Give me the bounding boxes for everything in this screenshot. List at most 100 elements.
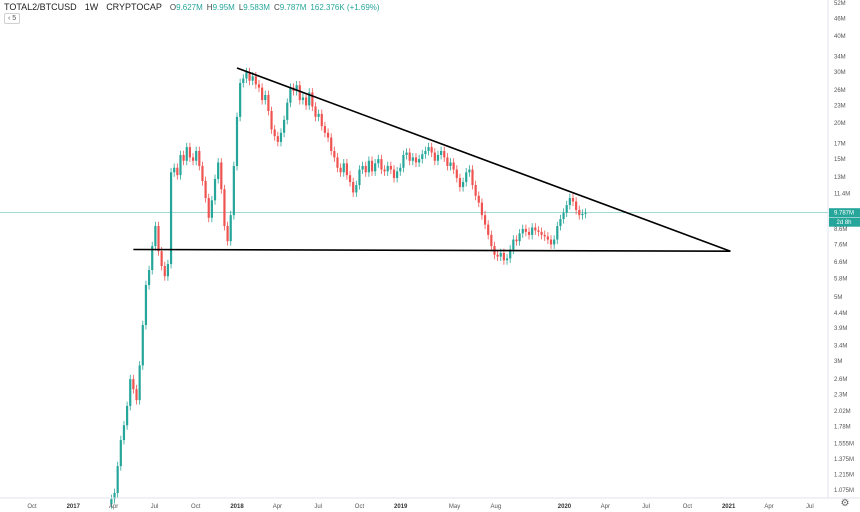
candle-body bbox=[169, 172, 173, 265]
candle-body bbox=[235, 116, 239, 166]
close-value: 9.787M bbox=[279, 2, 307, 12]
candle-body bbox=[154, 226, 157, 247]
price-tag: 9.787M 2d 8h bbox=[829, 208, 860, 227]
candle-body bbox=[261, 87, 264, 101]
x-tick-label: Jul bbox=[642, 504, 650, 510]
candle-body bbox=[273, 129, 276, 137]
candle-body bbox=[223, 189, 226, 227]
candle-body bbox=[518, 233, 521, 242]
candle-body bbox=[458, 178, 462, 188]
price-axis[interactable]: 1.075M 1.215M 1.375M 1.555M 1.78M 2.02M 2.3M 2.… bbox=[834, 1, 854, 494]
candle-body bbox=[125, 405, 129, 426]
candle-body bbox=[364, 165, 367, 173]
candle-body bbox=[163, 266, 166, 277]
y-tick-label: 2.3M bbox=[834, 393, 847, 399]
candle-body bbox=[361, 165, 364, 170]
candle-body bbox=[537, 230, 540, 232]
y-tick-label: 30M bbox=[834, 70, 846, 76]
candle-body bbox=[521, 228, 524, 234]
candle-body bbox=[389, 165, 392, 170]
symbol-name[interactable]: TOTAL2/BTCUSD bbox=[4, 2, 77, 12]
candle-body bbox=[455, 169, 458, 179]
y-tick-label: 23M bbox=[834, 103, 846, 109]
x-tick-label: 2021 bbox=[722, 504, 736, 510]
candle-body bbox=[254, 76, 257, 85]
candle-body bbox=[132, 379, 135, 390]
candle-body bbox=[446, 157, 449, 166]
candle-body bbox=[380, 159, 383, 170]
indicator-toggle[interactable]: ‹ 5 bbox=[4, 13, 21, 24]
x-tick-label: Jul bbox=[151, 504, 159, 510]
candle-body bbox=[330, 137, 333, 151]
candle-body bbox=[348, 175, 352, 182]
candle-body bbox=[578, 209, 581, 216]
x-tick-label: Apr bbox=[601, 504, 610, 510]
candle-body bbox=[449, 162, 452, 166]
interval-label[interactable]: 1W bbox=[84, 2, 99, 12]
candle-body bbox=[147, 270, 151, 286]
candle-body bbox=[213, 178, 217, 201]
candle-body bbox=[386, 165, 389, 172]
candle-body bbox=[191, 157, 195, 161]
candle-body bbox=[204, 180, 207, 199]
candle-body bbox=[502, 252, 506, 261]
candle-body bbox=[239, 82, 242, 117]
candle-body bbox=[468, 169, 471, 173]
candle-body bbox=[141, 325, 144, 366]
candle-body bbox=[113, 492, 116, 500]
y-tick-label: 4.4M bbox=[834, 311, 847, 317]
candle-body bbox=[411, 157, 414, 161]
candle-body bbox=[509, 249, 512, 259]
upper-trendline[interactable] bbox=[236, 67, 731, 252]
price-tag-value: 9.787M bbox=[834, 211, 854, 217]
low-value: 9.583M bbox=[243, 2, 270, 12]
candle-body bbox=[505, 258, 509, 261]
candle-body bbox=[311, 92, 314, 107]
candle-body bbox=[248, 72, 251, 81]
candle-body bbox=[556, 226, 559, 240]
candle-body bbox=[392, 169, 396, 179]
candle-body bbox=[286, 102, 289, 120]
candle-body bbox=[185, 147, 188, 161]
candle-body bbox=[553, 239, 556, 245]
candle-body bbox=[195, 150, 198, 161]
candle-body bbox=[242, 78, 245, 83]
candle-body bbox=[264, 94, 267, 101]
candle-body bbox=[289, 87, 292, 103]
change-value: 162.376K (+1.69%) bbox=[310, 2, 380, 12]
x-tick-label: Apr bbox=[273, 504, 282, 510]
candle-body bbox=[320, 113, 323, 127]
candle-body bbox=[568, 198, 571, 206]
y-tick-label: 1.78M bbox=[834, 425, 851, 431]
y-tick-label: 15M bbox=[834, 157, 846, 163]
candle-body bbox=[226, 226, 229, 242]
candle-body bbox=[207, 198, 210, 218]
candle-body bbox=[452, 162, 455, 170]
y-tick-label: 52M bbox=[834, 1, 846, 7]
candle-body bbox=[405, 152, 408, 155]
candle-body bbox=[257, 84, 261, 88]
candle-body bbox=[377, 159, 380, 164]
lower-trendline[interactable] bbox=[133, 248, 731, 253]
candle-body bbox=[173, 167, 176, 173]
collapse-icon: ‹ bbox=[8, 15, 11, 22]
candle-body bbox=[166, 264, 170, 277]
x-tick-label: Oct bbox=[27, 504, 37, 510]
candle-body bbox=[304, 97, 308, 106]
y-tick-label: 5.8M bbox=[834, 276, 847, 282]
candle-body bbox=[122, 425, 126, 441]
candle-body bbox=[179, 154, 182, 176]
time-axis[interactable]: Oct 2017 Apr Jul Oct 2018 Apr Jul Oct 2019 May Aug 2… bbox=[27, 504, 813, 510]
candle-body bbox=[427, 147, 430, 151]
candle-body bbox=[440, 150, 443, 155]
y-tick-label: 17M bbox=[834, 141, 846, 147]
y-tick-label: 1.555M bbox=[834, 442, 854, 448]
x-tick-label: Apr bbox=[764, 504, 773, 510]
open-label: O bbox=[169, 2, 177, 12]
y-tick-label: 1.375M bbox=[834, 457, 854, 463]
candle-body bbox=[270, 110, 273, 130]
candle-body bbox=[383, 169, 386, 172]
candle-body bbox=[358, 169, 361, 186]
gear-icon[interactable]: ⚙ bbox=[840, 498, 850, 509]
